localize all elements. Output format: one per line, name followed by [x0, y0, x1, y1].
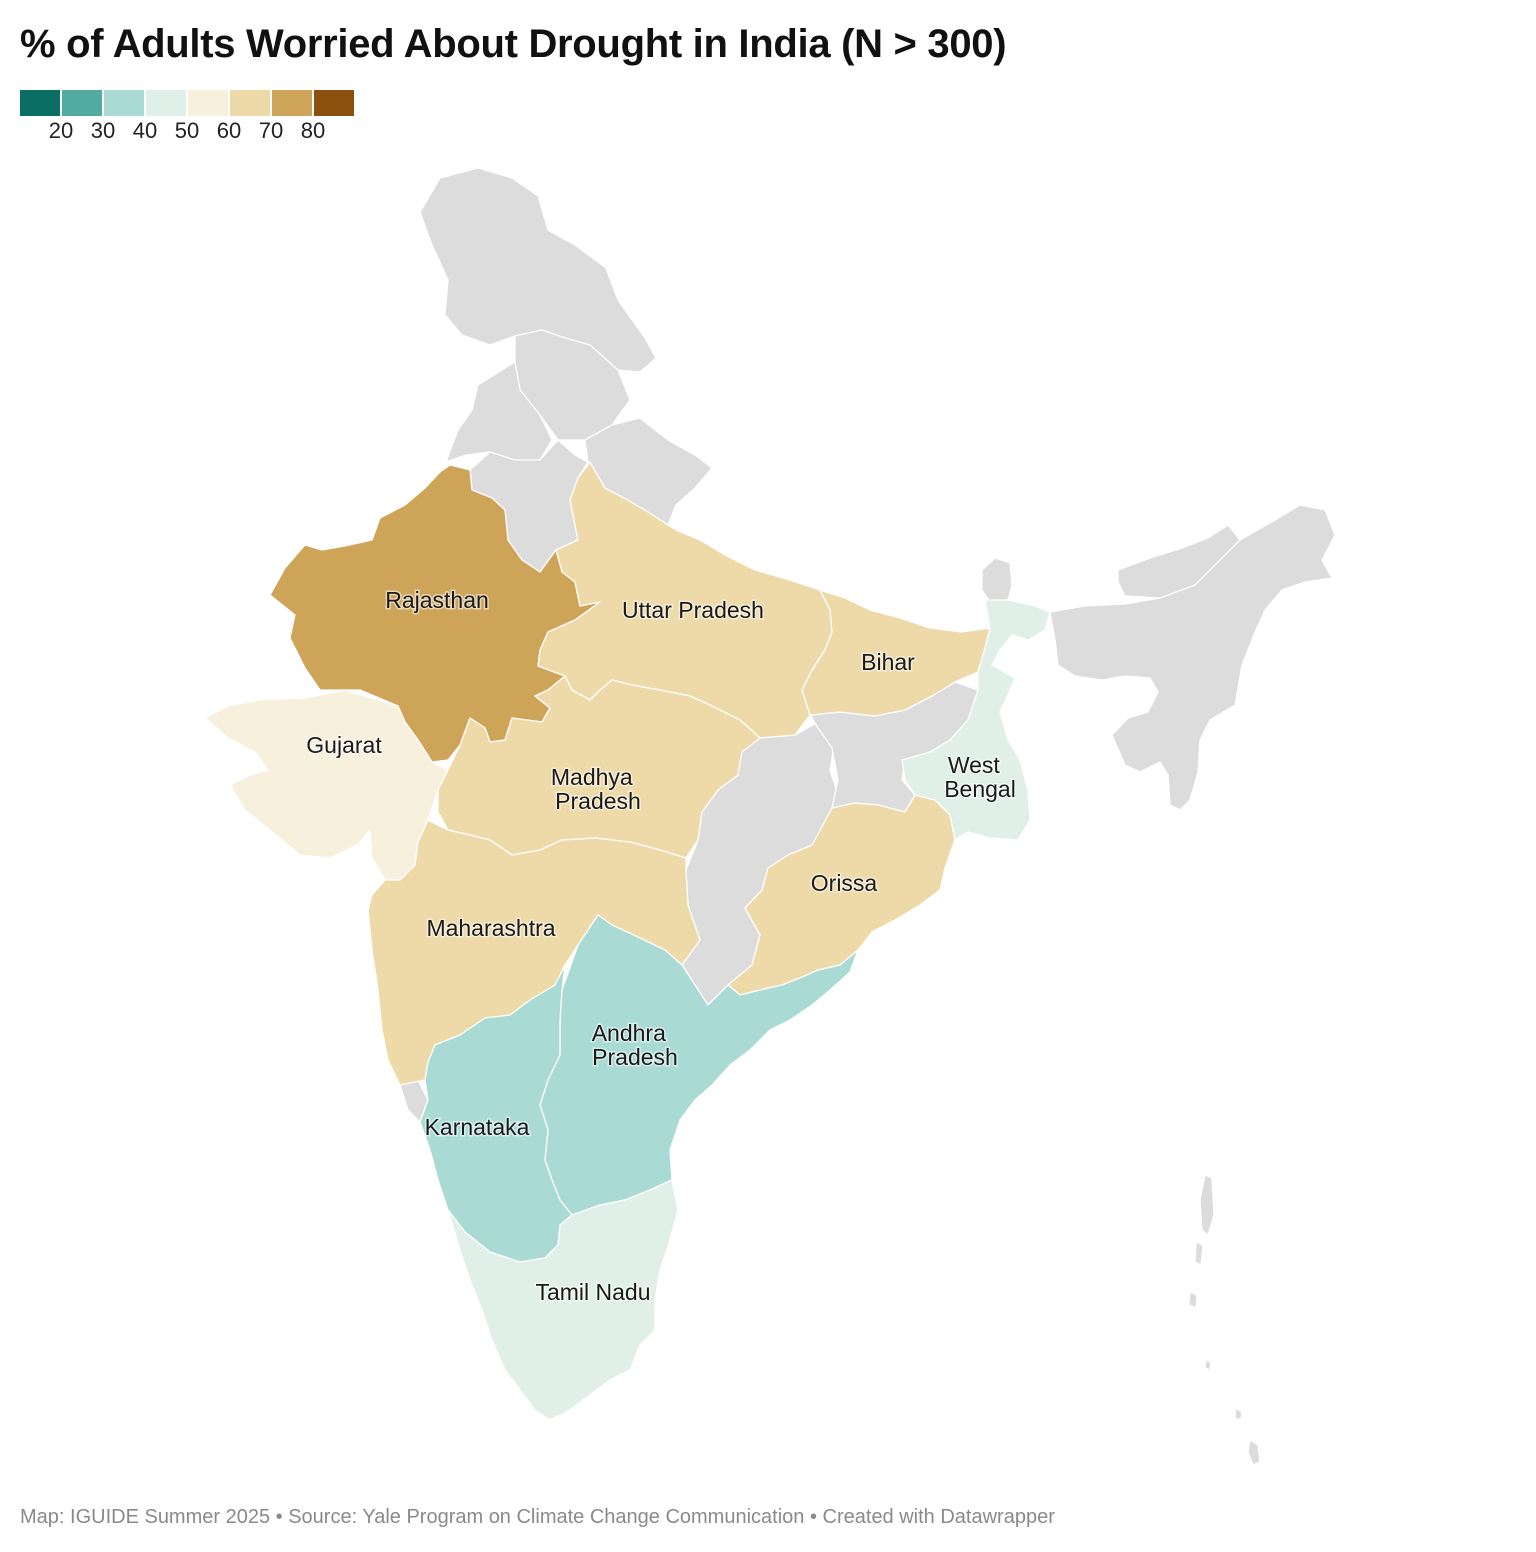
label-orissa: Orissa — [811, 870, 878, 896]
label-madhya-pradesh: Madhya Pradesh — [551, 764, 641, 814]
footer-source: Source: Yale Program on Climate Change C… — [288, 1506, 805, 1528]
india-choropleth-map: Rajasthan Gujarat Uttar Pradesh Madhya P… — [204, 167, 1336, 1466]
data-regions — [204, 461, 1051, 1421]
legend-tick-60: 60 — [216, 118, 242, 143]
label-west-bengal: West Bengal — [944, 752, 1016, 802]
no-data-regions — [399, 167, 1336, 1466]
andaman-nicobar-region[interactable] — [1188, 1174, 1261, 1466]
label-andhra-pradesh: Andhra Pradesh — [592, 1020, 678, 1070]
label-andhra-pradesh-line-1: Andhra — [592, 1020, 666, 1046]
label-maharashtra: Maharashtra — [426, 915, 555, 941]
legend-tick-40: 40 — [132, 118, 158, 143]
label-bihar: Bihar — [861, 649, 915, 675]
label-gujarat: Gujarat — [306, 732, 382, 758]
label-west-bengal-line-2: Bengal — [944, 776, 1016, 802]
legend-swatch-8 — [314, 90, 354, 116]
legend-swatch-2 — [62, 90, 102, 116]
legend-swatch-3 — [104, 90, 144, 116]
legend-ticks: 20 30 40 50 60 70 80 — [20, 118, 356, 148]
label-rajasthan: Rajasthan — [385, 587, 489, 613]
label-uttar-pradesh: Uttar Pradesh — [622, 597, 764, 623]
legend-tick-50: 50 — [174, 118, 200, 143]
label-west-bengal-line-1: West — [948, 752, 1001, 778]
footer-separator: • — [804, 1506, 823, 1528]
legend-swatch-5 — [188, 90, 228, 116]
color-legend: 20 30 40 50 60 70 80 — [20, 90, 356, 148]
sikkim-region[interactable] — [981, 557, 1013, 603]
legend-swatch-4 — [146, 90, 186, 116]
legend-tick-80: 80 — [300, 118, 326, 143]
legend-swatches — [20, 90, 356, 116]
legend-swatch-1 — [20, 90, 60, 116]
legend-tick-30: 30 — [90, 118, 116, 143]
jammu-kashmir-region[interactable] — [419, 167, 657, 373]
legend-swatch-7 — [272, 90, 312, 116]
label-andhra-pradesh-line-2: Pradesh — [592, 1044, 678, 1070]
label-karnataka: Karnataka — [425, 1114, 530, 1140]
map-title: % of Adults Worried About Drought in Ind… — [20, 22, 1007, 66]
legend-tick-20: 20 — [48, 118, 74, 143]
label-madhya-pradesh-line-2: Pradesh — [555, 788, 641, 814]
footer-credit: Map: IGUIDE Summer 2025 — [20, 1506, 271, 1528]
region-labels: Rajasthan Gujarat Uttar Pradesh Madhya P… — [305, 586, 1018, 1307]
legend-tick-70: 70 — [258, 118, 284, 143]
footer-separator: • — [270, 1506, 289, 1528]
northeast-region[interactable] — [1049, 504, 1336, 811]
region-bihar[interactable] — [801, 589, 991, 717]
region-tamil-nadu[interactable] — [447, 1179, 679, 1421]
label-tamil-nadu: Tamil Nadu — [535, 1279, 650, 1305]
region-west-bengal[interactable] — [901, 599, 1051, 841]
footer-tool: Created with Datawrapper — [822, 1506, 1055, 1528]
map-footer: Map: IGUIDE Summer 2025 • Source: Yale P… — [20, 1506, 1055, 1529]
label-madhya-pradesh-line-1: Madhya — [551, 764, 633, 790]
legend-swatch-6 — [230, 90, 270, 116]
